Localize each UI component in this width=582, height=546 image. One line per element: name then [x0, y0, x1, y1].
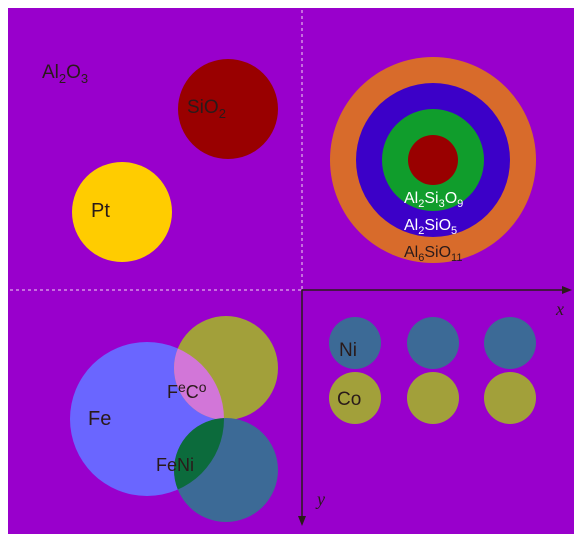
x-axis-arrowhead	[562, 286, 572, 294]
co-particle	[329, 372, 381, 424]
sio2-label: SiO2	[187, 97, 226, 121]
ni-particle	[407, 317, 459, 369]
ring-center	[408, 135, 458, 185]
sio2-particle	[178, 59, 278, 159]
al6sio11-label: Al6SiO11	[404, 244, 462, 264]
feco-label: FeCo	[167, 379, 207, 402]
ni-particle	[484, 317, 536, 369]
x-axis-label: x	[555, 299, 564, 319]
co-particle	[484, 372, 536, 424]
pt-label: Pt	[91, 200, 110, 222]
ni-particle	[329, 317, 381, 369]
co-particle	[407, 372, 459, 424]
fe-label: Fe	[88, 408, 111, 430]
al2si3o9-label: Al2Si3O9	[404, 190, 463, 210]
al2sio5-label: Al2SiO5	[404, 217, 457, 237]
y-axis-arrowhead	[298, 516, 306, 526]
pt-particle	[72, 162, 172, 262]
feni-overlap	[174, 418, 224, 496]
y-axis-label: y	[315, 489, 325, 509]
feco-overlap	[174, 342, 224, 420]
feni-label: FeNi	[156, 455, 194, 475]
ni-label: Ni	[339, 340, 357, 361]
al2o3-label: Al2O3	[42, 62, 88, 86]
co-label: Co	[337, 389, 361, 410]
